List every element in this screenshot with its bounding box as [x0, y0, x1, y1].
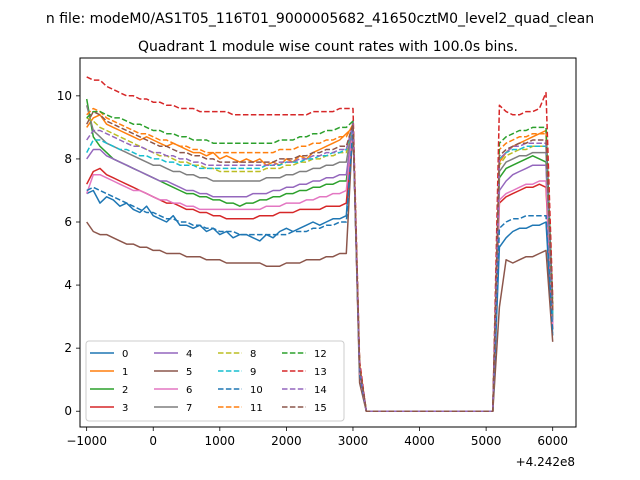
- plot-frame: [79, 57, 577, 428]
- series-line-15: [86, 110, 554, 412]
- y-tick-label: 2: [64, 341, 72, 355]
- y-tick-label: 6: [64, 215, 72, 229]
- x-tick-label: 1000: [205, 434, 236, 448]
- legend-label-14: 14: [314, 385, 327, 396]
- legend-label-12: 12: [314, 349, 327, 360]
- legend-label-5: 5: [186, 367, 192, 378]
- figure-suptitle: n file: modeM0/AS1T05_116T01_9000005682_…: [46, 11, 594, 27]
- x-tick-label: −1000: [66, 434, 107, 448]
- legend-label-8: 8: [250, 349, 256, 360]
- legend-label-11: 11: [250, 403, 263, 414]
- legend-label-6: 6: [186, 385, 192, 396]
- series-line-11: [86, 107, 554, 412]
- chart-title: Quadrant 1 module wise count rates with …: [138, 39, 518, 55]
- series-layer: [85, 76, 554, 412]
- y-tick-label: 0: [64, 404, 72, 418]
- y-tick-label: 8: [64, 152, 72, 166]
- legend-label-15: 15: [314, 403, 327, 414]
- legend-box: [85, 340, 345, 422]
- x-tick-label: 2000: [271, 434, 302, 448]
- legend-label-1: 1: [122, 367, 128, 378]
- x-tick-label: 5000: [471, 434, 502, 448]
- y-axis: 0 2 4 6 8 10: [57, 89, 80, 418]
- x-tick-label: 0: [149, 434, 157, 448]
- y-tick-label: 10: [57, 89, 72, 103]
- legend-label-0: 0: [122, 349, 128, 360]
- legend-label-10: 10: [250, 385, 263, 396]
- x-axis-offset-label: +4.242e8: [516, 455, 575, 469]
- legend-label-13: 13: [314, 367, 327, 378]
- legend-label-2: 2: [122, 385, 128, 396]
- x-axis: −1000 0 1000 2000 3000 4000 5000 6000: [66, 427, 568, 448]
- legend-label-9: 9: [250, 367, 256, 378]
- legend-label-3: 3: [122, 403, 128, 414]
- legend-label-4: 4: [186, 349, 192, 360]
- series-line-14: [86, 123, 554, 412]
- y-tick-label: 4: [64, 278, 72, 292]
- legend-label-7: 7: [186, 403, 192, 414]
- x-tick-label: 4000: [404, 434, 435, 448]
- x-tick-label: 3000: [338, 434, 369, 448]
- series-line-8: [86, 117, 554, 412]
- x-tick-label: 6000: [537, 434, 568, 448]
